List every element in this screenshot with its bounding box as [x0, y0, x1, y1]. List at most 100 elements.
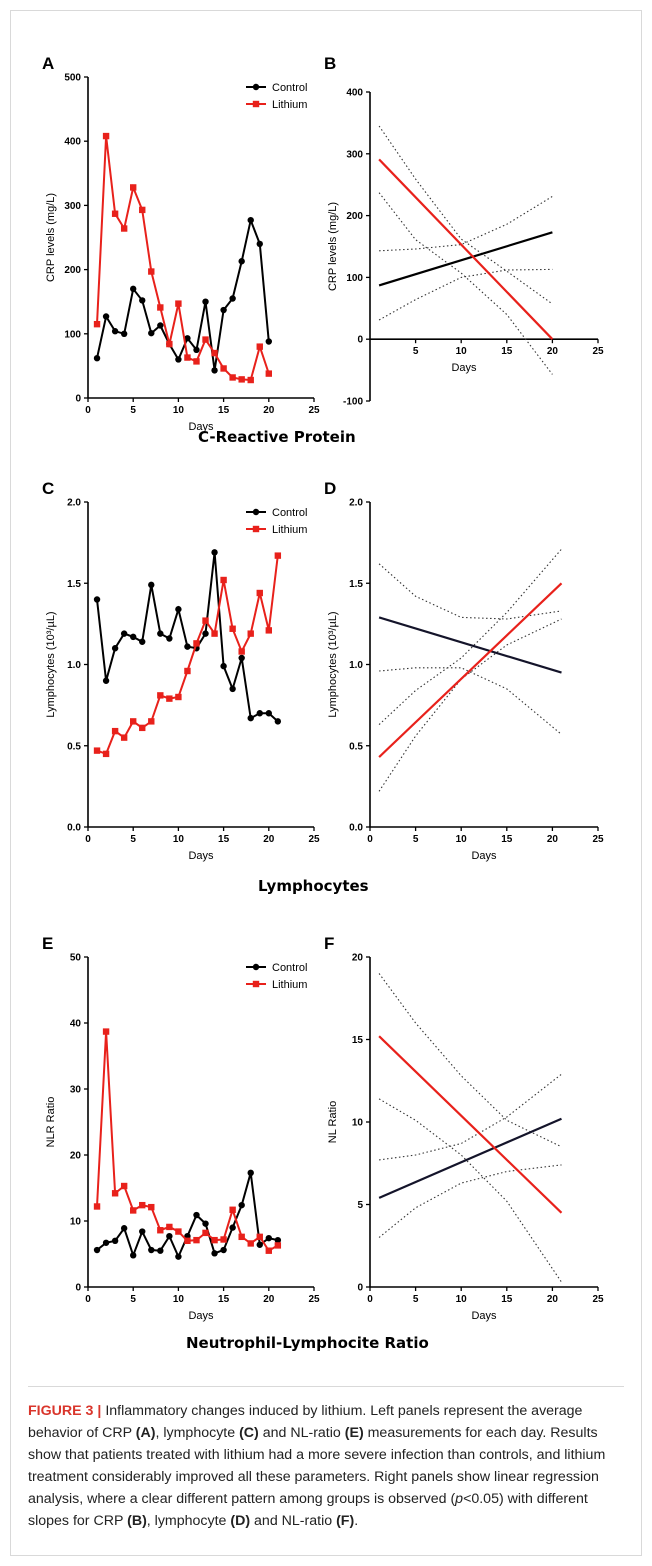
chart-panel-f: F 0 5 10 15 20 0 5 10 15 20 25 Days NL Ratio — [324, 934, 604, 1322]
data-point — [256, 589, 263, 597]
data-point — [229, 374, 236, 381]
data-point — [120, 330, 128, 337]
data-point — [139, 206, 146, 214]
data-point — [157, 630, 164, 637]
confidence-band — [378, 618, 562, 792]
y-tick-label: 0 — [357, 335, 363, 346]
data-point — [247, 376, 254, 384]
data-point — [184, 335, 191, 342]
x-tick-label: 0 — [85, 1294, 91, 1305]
series-line — [96, 555, 279, 756]
confidence-band — [379, 195, 553, 252]
x-axis-title: Days — [188, 850, 214, 862]
y-tick-label: 200 — [346, 211, 363, 222]
caption-ref-e: (E) — [344, 1425, 364, 1441]
legend-label: Control — [272, 82, 307, 94]
data-point — [120, 1182, 128, 1190]
data-point — [130, 1252, 137, 1259]
y-tick-label: 500 — [64, 73, 81, 84]
legend-marker — [252, 980, 260, 988]
x-tick-label: 15 — [218, 1294, 230, 1305]
y-tick-label: 0 — [75, 394, 81, 405]
chart-panel-a: A 0 100 200 300 400 500 0 5 10 15 20 25 Days CRP level… — [42, 54, 320, 433]
data-point — [238, 1233, 245, 1241]
data-point — [166, 695, 173, 702]
y-tick-label: 0 — [357, 1283, 363, 1294]
panel-letter: F — [324, 934, 334, 953]
data-point — [193, 640, 200, 647]
caption-text: , lymphocyte — [155, 1425, 240, 1441]
panel-letter: E — [42, 934, 53, 953]
data-point — [238, 1201, 245, 1209]
x-tick-label: 0 — [367, 834, 373, 845]
caption-label: FIGURE 3 — [28, 1403, 94, 1419]
x-tick-label: 10 — [173, 1294, 185, 1305]
data-point — [175, 1253, 182, 1260]
x-tick-label: 5 — [130, 405, 136, 416]
y-tick-label: 0.5 — [67, 741, 81, 752]
data-point — [274, 1242, 282, 1249]
data-point — [256, 710, 263, 717]
y-tick-label: 15 — [352, 1035, 364, 1046]
data-point — [166, 1223, 173, 1231]
chart-panel-c: C 0.0 0.5 1.0 1.5 2.0 0 5 10 15 20 25 Days Lymphocyte… — [42, 479, 320, 862]
data-point — [211, 1236, 218, 1244]
y-tick-label: 0.0 — [67, 823, 81, 834]
data-point — [229, 1206, 236, 1213]
x-tick-label: 0 — [367, 1294, 373, 1305]
data-point — [148, 329, 155, 337]
x-tick-label: 25 — [308, 405, 320, 416]
x-tick-label: 15 — [501, 1294, 513, 1305]
x-tick-label: 20 — [263, 834, 275, 845]
y-tick-label: 1.0 — [349, 660, 363, 671]
panel-letter: B — [324, 54, 336, 73]
data-point — [166, 635, 173, 642]
data-point — [175, 693, 182, 701]
data-point — [157, 1247, 164, 1254]
x-axis-title: Days — [451, 362, 477, 374]
x-tick-label: 25 — [592, 1294, 604, 1305]
y-tick-label: 5 — [357, 1200, 363, 1211]
confidence-band — [378, 973, 562, 1148]
regression-line — [378, 231, 553, 287]
confidence-band — [379, 667, 562, 735]
data-point — [93, 1203, 101, 1210]
x-tick-label: 25 — [592, 834, 604, 845]
section-title-nlr: Neutrophil-Lymphocite Ratio — [186, 1334, 429, 1352]
data-point — [157, 322, 164, 329]
x-tick-label: 25 — [308, 1294, 320, 1305]
confidence-band — [378, 1164, 562, 1238]
data-point — [130, 285, 137, 293]
legend-marker — [252, 525, 260, 533]
data-point — [175, 606, 182, 613]
caption-text: Inflammatory changes induced by lithium.… — [28, 1403, 583, 1441]
panel-letter: A — [42, 54, 54, 73]
x-tick-label: 20 — [547, 1294, 559, 1305]
data-point — [139, 1228, 146, 1235]
data-point — [238, 376, 245, 383]
data-point — [229, 295, 236, 302]
data-point — [265, 338, 272, 345]
caption-text: <0.05) with different slopes for CRP — [28, 1491, 588, 1529]
section-title-crp: C-Reactive Protein — [198, 428, 356, 446]
x-tick-label: 10 — [456, 346, 468, 357]
caption-text: , lymphocyte — [146, 1513, 231, 1529]
data-point — [202, 630, 209, 637]
y-tick-label: 1.5 — [349, 579, 363, 590]
y-axis-title: Lymphocytes (10³/µL) — [45, 611, 57, 717]
data-point — [220, 1246, 227, 1254]
data-point — [247, 714, 254, 722]
data-point — [111, 727, 119, 735]
data-point — [148, 1203, 155, 1211]
y-axis-title: NL Ratio — [327, 1101, 339, 1143]
caption-ref-c: (C) — [239, 1425, 259, 1441]
caption-ref-b: (B) — [127, 1513, 147, 1529]
caption-text: and NL-ratio — [250, 1513, 337, 1529]
data-point — [102, 1028, 110, 1035]
y-axis-title: Lymphocytes (10³/µL) — [327, 611, 339, 717]
data-point — [120, 734, 128, 741]
x-tick-label: 25 — [308, 834, 320, 845]
legend-label: Lithium — [272, 524, 307, 536]
data-point — [157, 692, 164, 699]
data-point — [274, 718, 282, 725]
